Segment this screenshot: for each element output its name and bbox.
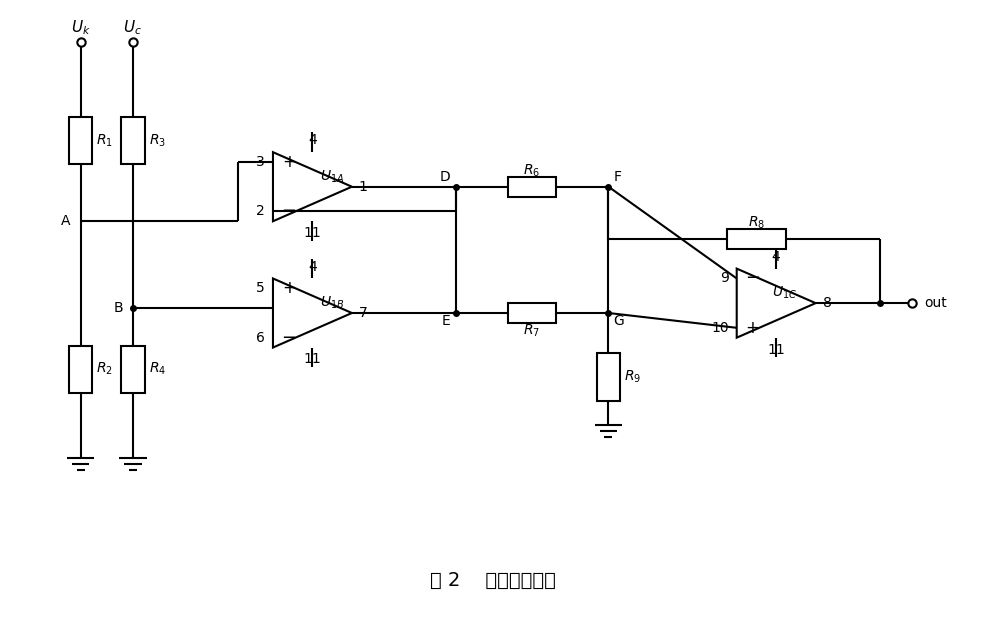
Bar bbox=[509, 177, 556, 197]
Text: 3: 3 bbox=[256, 155, 265, 169]
Bar bbox=[121, 346, 145, 393]
Text: +: + bbox=[745, 319, 759, 337]
Bar bbox=[597, 354, 620, 401]
Text: 5: 5 bbox=[256, 281, 265, 295]
Text: 图 2    差分取样电路: 图 2 差分取样电路 bbox=[430, 571, 556, 590]
Bar bbox=[69, 346, 93, 393]
Text: E: E bbox=[442, 314, 451, 328]
Text: 6: 6 bbox=[256, 331, 265, 345]
Text: −: − bbox=[281, 329, 297, 347]
Text: 1: 1 bbox=[359, 180, 368, 193]
Text: A: A bbox=[61, 214, 71, 228]
Text: G: G bbox=[613, 314, 624, 328]
Text: $R_7$: $R_7$ bbox=[524, 322, 540, 339]
Text: 8: 8 bbox=[822, 296, 831, 310]
Text: $R_2$: $R_2$ bbox=[97, 361, 113, 377]
Text: $U_{1C}$: $U_{1C}$ bbox=[772, 285, 798, 302]
Text: +: + bbox=[282, 153, 296, 171]
Text: 9: 9 bbox=[720, 272, 729, 285]
Text: 4: 4 bbox=[308, 260, 317, 274]
Text: 4: 4 bbox=[772, 250, 781, 264]
Text: D: D bbox=[440, 170, 451, 184]
Text: $R_1$: $R_1$ bbox=[97, 132, 113, 148]
Text: 11: 11 bbox=[767, 342, 785, 357]
Text: $U_k$: $U_k$ bbox=[71, 19, 91, 37]
Text: $U_c$: $U_c$ bbox=[123, 19, 142, 37]
Bar bbox=[509, 303, 556, 323]
Text: 4: 4 bbox=[308, 133, 317, 147]
Text: F: F bbox=[613, 170, 621, 184]
Text: −: − bbox=[745, 269, 760, 287]
Text: 2: 2 bbox=[256, 204, 265, 218]
Text: 10: 10 bbox=[711, 321, 729, 335]
Text: $U_{1B}$: $U_{1B}$ bbox=[320, 295, 345, 311]
Text: $R_4$: $R_4$ bbox=[149, 361, 166, 377]
Text: +: + bbox=[282, 279, 296, 297]
Text: −: − bbox=[281, 202, 297, 220]
Text: out: out bbox=[924, 296, 947, 310]
Bar bbox=[69, 116, 93, 164]
Text: $R_8$: $R_8$ bbox=[747, 215, 765, 232]
Text: $U_{1A}$: $U_{1A}$ bbox=[320, 168, 345, 185]
Text: B: B bbox=[113, 301, 123, 315]
Text: 7: 7 bbox=[359, 306, 368, 320]
Text: 11: 11 bbox=[304, 352, 321, 366]
Bar bbox=[121, 116, 145, 164]
Text: $R_3$: $R_3$ bbox=[149, 132, 166, 148]
Text: 11: 11 bbox=[304, 226, 321, 240]
Text: $R_6$: $R_6$ bbox=[524, 163, 540, 179]
Bar bbox=[727, 229, 786, 249]
Text: $R_9$: $R_9$ bbox=[624, 369, 641, 386]
